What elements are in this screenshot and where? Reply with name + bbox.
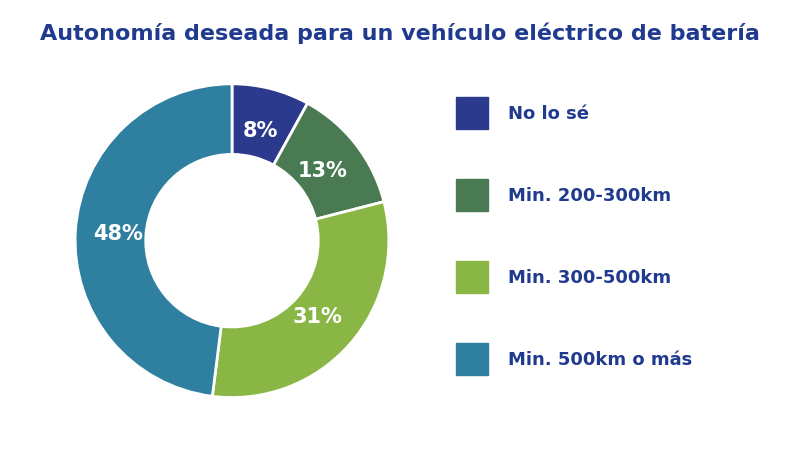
Text: 48%: 48% bbox=[93, 224, 142, 244]
Text: 8%: 8% bbox=[242, 121, 278, 141]
Wedge shape bbox=[274, 104, 384, 220]
Text: Min. 300-500km: Min. 300-500km bbox=[508, 268, 671, 287]
Wedge shape bbox=[232, 85, 307, 166]
Text: Min. 200-300km: Min. 200-300km bbox=[508, 187, 671, 205]
Text: 31%: 31% bbox=[293, 307, 343, 327]
Text: Autonomía deseada para un vehículo eléctrico de batería: Autonomía deseada para un vehículo eléct… bbox=[40, 23, 760, 44]
Text: 13%: 13% bbox=[298, 161, 347, 181]
Wedge shape bbox=[212, 202, 389, 398]
Text: No lo sé: No lo sé bbox=[508, 105, 589, 123]
Text: Min. 500km o más: Min. 500km o más bbox=[508, 350, 692, 369]
Wedge shape bbox=[75, 85, 232, 396]
